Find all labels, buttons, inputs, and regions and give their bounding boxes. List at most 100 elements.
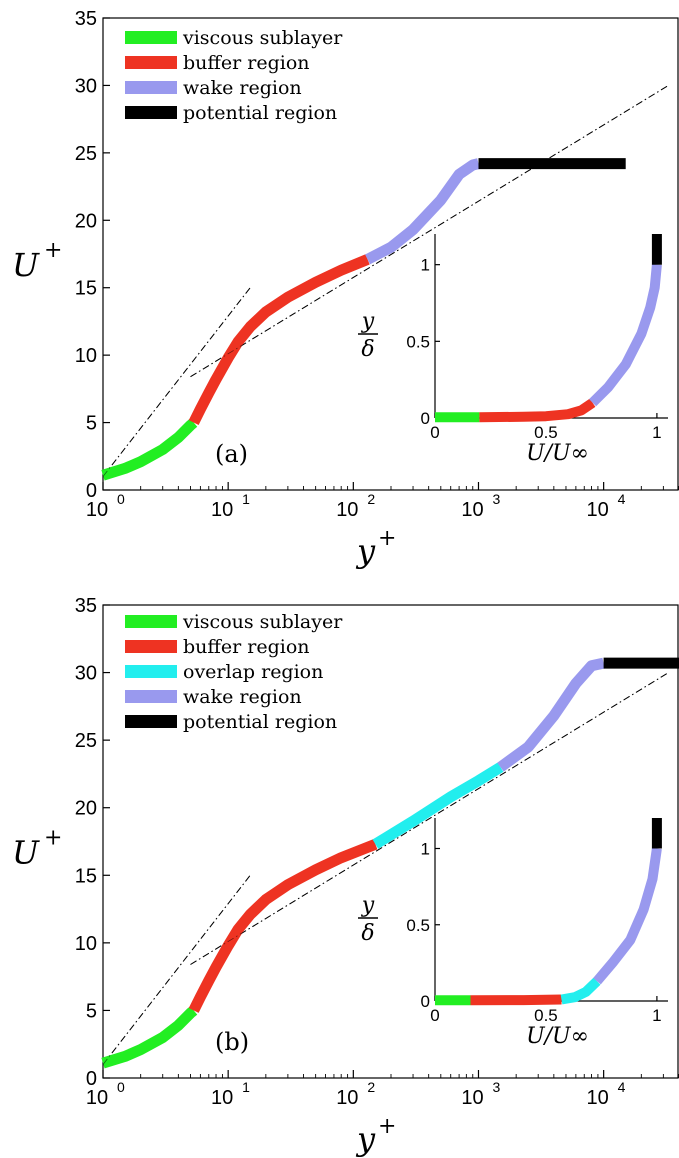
y-tick-label: 25 [75,143,97,165]
inset-y-tick-label: 0 [421,409,430,428]
x-tick-label-exponent: 4 [618,491,626,507]
x-tick-label-exponent: 1 [242,1079,250,1095]
y-tick-label: 35 [75,8,97,30]
y-tick-label: 10 [75,345,97,367]
inset-x-tick-label: 0 [430,423,439,442]
legend: viscous sublayer buffer region wake region… [125,27,343,124]
panel-label: (b) [215,1028,249,1056]
reference-line-overlay [190,85,669,378]
inset-series-line-buffer-region [479,398,596,423]
legend-swatch [125,690,177,703]
x-tick-label-exponent: 0 [117,1079,125,1095]
legend-label: viscous sublayer [182,27,343,49]
x-axis-label-sup: + [378,1114,396,1139]
inset-y-label-numerator: y [361,309,375,334]
inset-y-label-denominator: δ [361,921,374,946]
inset-y-tick-label: 0 [421,992,430,1011]
y-tick-label: 0 [86,1068,97,1090]
x-tick-label-exponent: 1 [242,491,250,507]
legend-label: wake region [183,686,302,708]
x-tick-label-exponent: 4 [618,1079,626,1095]
inset-x-axis-label: U/U∞ [526,441,589,466]
y-tick-label: 10 [75,933,97,955]
y-tick-label: 0 [86,480,97,502]
y-axis-label: U [12,834,40,872]
x-axis-label: y [355,532,376,570]
inset-x-axis-label: U/U∞ [526,1024,589,1049]
x-tick-label: 10 [587,1087,609,1109]
y-tick-label: 20 [75,798,97,820]
x-axis-label: y [355,1120,376,1158]
x-tick-label: 10 [86,499,108,521]
inset-series-line-buffer-region [470,994,562,1006]
series-line-wake-region [497,657,605,772]
y-tick-label: 20 [75,210,97,232]
series-line-buffer-region [188,839,378,1013]
inset-x-tick-label: 1 [652,423,661,442]
legend-label: buffer region [183,52,310,74]
legend-swatch [125,31,177,44]
inset-series-line-wake-region [589,264,662,407]
x-tick-label-exponent: 3 [492,491,500,507]
legend-label: potential region [183,102,337,124]
inset-x-tick-label: 0 [430,1006,439,1025]
x-tick-label: 10 [587,499,609,521]
inset-series-line-wake-region [593,847,662,985]
inset: 0 0.5 1 0 0.5 1 U/U∞ yδ [358,818,668,1049]
axes-frame [102,604,679,1079]
y-tick-label: 30 [75,75,97,97]
y-tick-label: 15 [75,278,97,300]
legend-label: buffer region [183,636,310,658]
y-tick-label: 30 [75,663,97,685]
x-tick-label-exponent: 2 [367,491,375,507]
legend-swatch [125,715,177,728]
y-axis-label-sup: + [44,826,62,851]
x-tick-label: 10 [211,1087,233,1109]
inset-y-tick-label: 0.5 [406,332,430,351]
series-line-overlap-region [372,762,504,849]
series-line-viscous-sublayer [101,418,198,481]
x-tick-label: 10 [211,499,233,521]
legend-swatch [125,81,177,94]
inset-x-tick-label: 1 [652,1006,661,1025]
x-tick-label: 10 [86,1087,108,1109]
legend-swatch [125,106,177,119]
inset-y-tick-label: 0.5 [406,916,430,935]
legend-swatch [125,665,177,678]
legend-swatch [125,615,177,628]
legend: viscous sublayer buffer region overlap reg… [125,611,343,733]
legend-label: wake region [183,77,302,99]
inset: 0 0.5 1 0 0.5 1 U/U∞ yδ [358,234,668,466]
x-tick-label-exponent: 2 [367,1079,375,1095]
axes-frame [102,17,679,491]
series-line-viscous-sublayer [101,1006,198,1069]
y-tick-label: 25 [75,730,97,752]
reference-line-overlay [102,875,251,1065]
y-axis-label-sup: + [44,238,62,263]
reference-line-overlay [102,287,251,477]
reference-line-overlay [190,672,669,965]
legend-swatch [125,640,177,653]
legend-label: overlap region [183,661,323,683]
inset-series-line-overlap-region [560,977,601,1005]
inset-x-tick-label: 0.5 [534,1006,558,1025]
x-tick-label: 10 [336,1087,358,1109]
x-tick-label-exponent: 3 [492,1079,500,1095]
series-line-wake-region [365,158,480,265]
inset-y-tick-label: 1 [421,840,430,859]
y-axis-label: U [12,246,40,284]
legend-swatch [125,56,177,69]
x-axis-label-sup: + [378,526,396,551]
inset-y-label-numerator: y [361,893,375,918]
series-line-buffer-region [188,254,370,426]
y-tick-label: 15 [75,865,97,887]
panel-label: (a) [215,440,248,468]
y-tick-label: 5 [86,1000,97,1022]
y-tick-label: 35 [75,595,97,617]
legend-label: viscous sublayer [182,611,343,633]
inset-y-label-denominator: δ [361,337,374,362]
inset-x-tick-label: 0.5 [534,423,558,442]
inset-y-tick-label: 1 [421,256,430,275]
